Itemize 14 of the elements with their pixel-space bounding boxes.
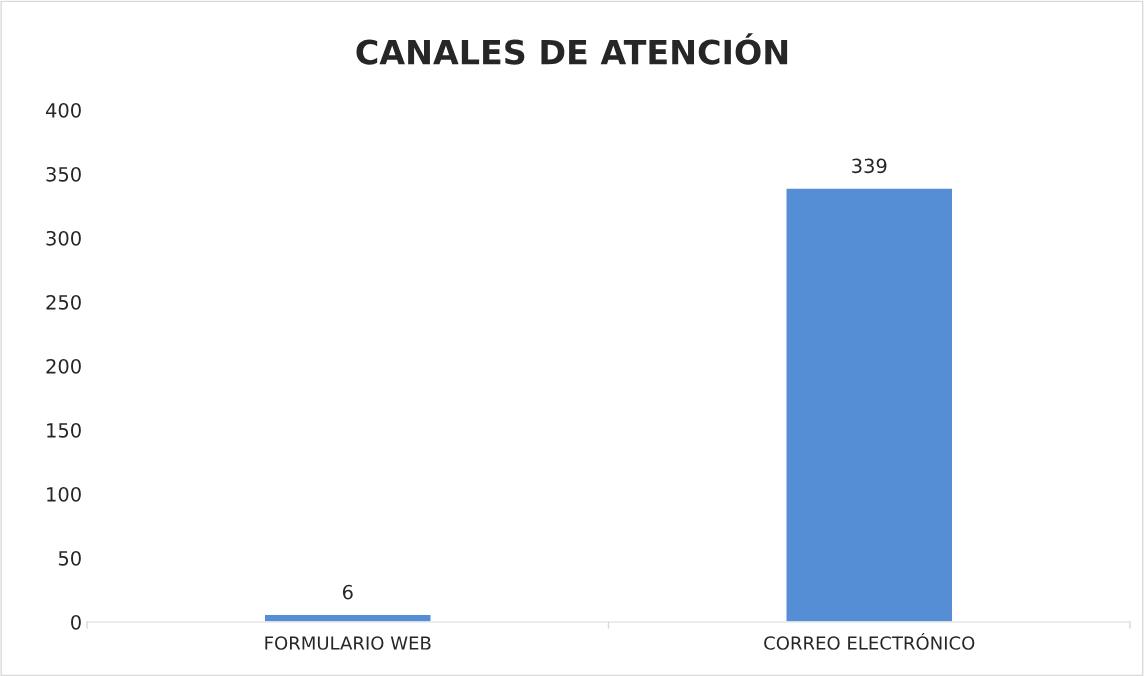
x-tick-label: FORMULARIO WEB: [265, 636, 431, 650]
y-tick-label: 250: [46, 294, 81, 310]
y-tick-label: 400: [45, 102, 81, 118]
x-tick-label: CORREO ELECTRÓNICO: [764, 632, 975, 650]
data-label: 339: [852, 158, 887, 174]
data-label: 6: [342, 584, 353, 600]
y-tick-label: 350: [46, 166, 81, 182]
chart-title: CANALES DE ATENCIÓN: [356, 33, 788, 65]
y-tick-label: 100: [47, 486, 81, 502]
y-tick-label: 50: [58, 550, 81, 566]
y-tick-label: 150: [47, 422, 81, 438]
y-tick-label: 200: [46, 358, 81, 374]
y-tick-label: 300: [46, 230, 81, 246]
y-tick-label: 0: [71, 614, 81, 630]
